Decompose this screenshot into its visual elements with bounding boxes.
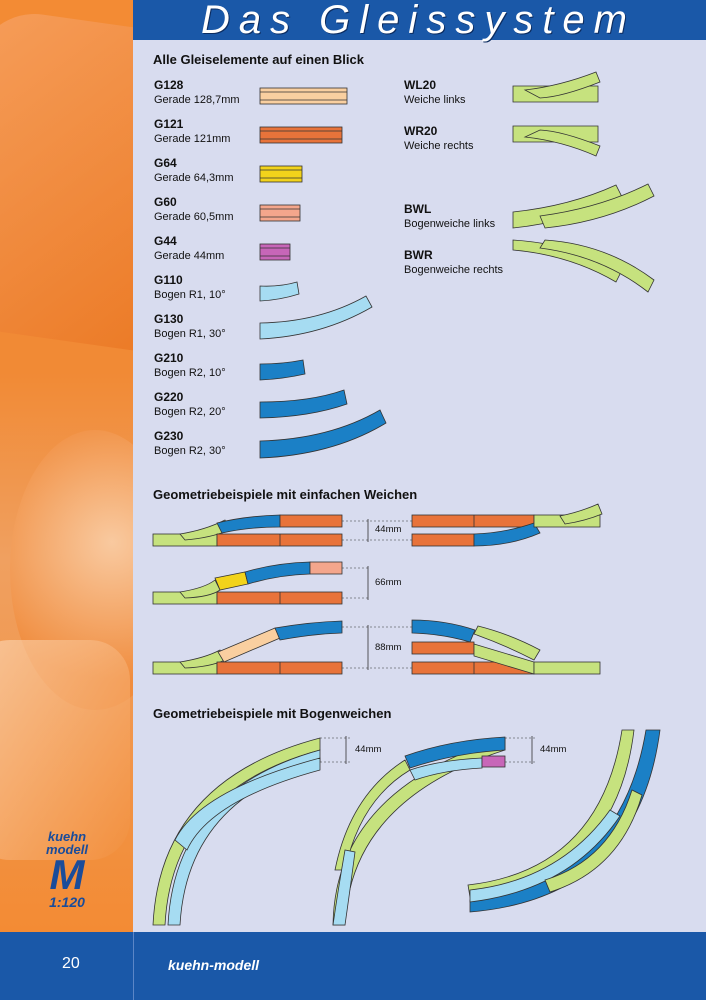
track-item-G110: G110 Bogen R1, 10° — [154, 273, 226, 301]
track-item-G220: G220 Bogen R2, 20° — [154, 390, 226, 418]
track-item-G60: G60 Gerade 60,5mm — [154, 195, 234, 223]
dimension-88mm: 88mm — [375, 642, 402, 653]
piece-BWL-branch — [539, 183, 655, 229]
section-title-simple: Geometriebeispiele mit einfachen Weichen — [153, 487, 418, 502]
dimension-66mm: 66mm — [375, 577, 402, 588]
piece-G210 — [259, 359, 306, 381]
piece-G220 — [259, 389, 348, 419]
piece-G130 — [259, 295, 373, 340]
track-item-BWR: BWR Bogenweiche rechts — [404, 248, 504, 276]
section-title-curved: Geometriebeispiele mit Bogenweichen — [153, 706, 392, 721]
footer-brand: kuehn-modell — [168, 957, 260, 973]
piece-G110 — [259, 281, 300, 302]
dimension-44mm-b: 44mm — [355, 744, 382, 755]
piece-WR20-branch — [523, 129, 601, 157]
page-title: Das Gleissystem — [200, 0, 636, 42]
track-item-G130: G130 Bogen R1, 30° — [154, 312, 226, 340]
track-item-WL20: WL20 Weiche links — [404, 78, 466, 106]
dimension-44mm-a: 44mm — [375, 524, 402, 535]
header-bar: Das Gleissystem — [133, 0, 706, 40]
piece-G230 — [259, 409, 387, 459]
track-item-G121: G121 Gerade 121mm — [154, 117, 231, 145]
track-item-G230: G230 Bogen R2, 30° — [154, 429, 226, 457]
track-item-G128: G128 Gerade 128,7mm — [154, 78, 240, 106]
piece-BWR-branch — [539, 239, 655, 293]
decorative-photo-strip — [0, 0, 133, 932]
track-item-WR20: WR20 Weiche rechts — [404, 124, 474, 152]
track-item-G44: G44 Gerade 44mm — [154, 234, 225, 262]
brand-logo: kuehn modell M 1:120 — [46, 829, 88, 910]
track-item-G64: G64 Gerade 64,3mm — [154, 156, 234, 184]
track-item-G210: G210 Bogen R2, 10° — [154, 351, 226, 379]
piece-WL20-branch — [523, 71, 601, 99]
section-title-overview: Alle Gleiselemente auf einen Blick — [153, 52, 364, 67]
page-number: 20 — [62, 955, 80, 972]
track-item-BWL: BWL Bogenweiche links — [404, 202, 496, 230]
dimension-44mm-c: 44mm — [540, 744, 567, 755]
footer-bar — [0, 932, 706, 1000]
